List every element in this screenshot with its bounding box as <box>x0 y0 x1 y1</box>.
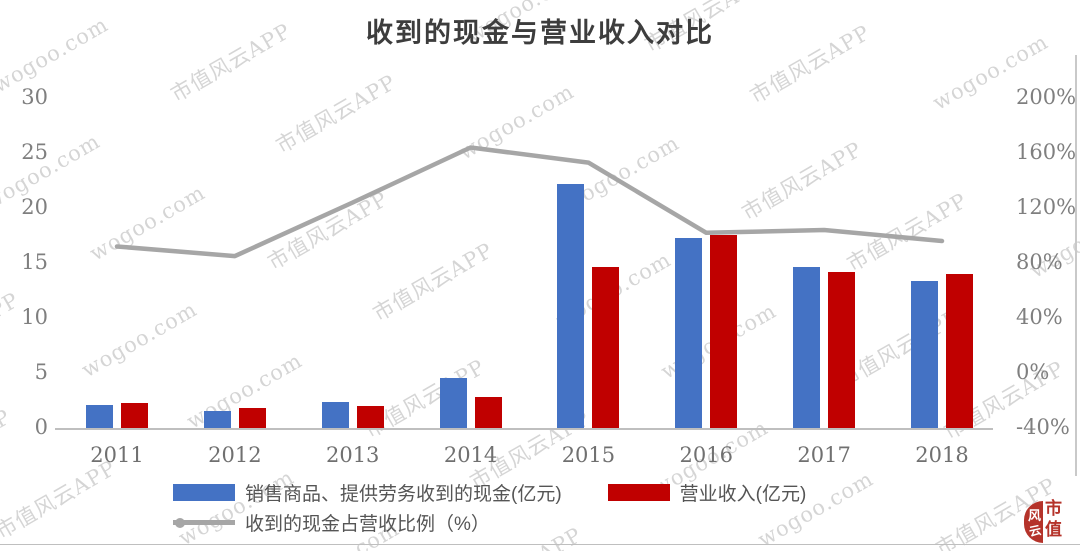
bar-cash-2013 <box>321 402 349 428</box>
legend-swatch-ratio <box>173 514 235 531</box>
bar-cash-2014 <box>439 378 467 428</box>
right-axis-tick: 0% <box>1016 360 1050 384</box>
chart-title: 收到的现金与营业收入对比 <box>366 18 714 49</box>
bar-revenue-2012 <box>238 408 266 428</box>
logo-side-char-top: 市 <box>1045 499 1062 518</box>
logo-seal-icon: 风 云 <box>1024 501 1043 543</box>
bar-cash-2016 <box>675 238 703 428</box>
right-axis-tick: 120% <box>1016 195 1077 219</box>
left-axis-tick: 20 <box>21 195 48 219</box>
bar-revenue-2017 <box>828 272 856 428</box>
x-axis-label: 2013 <box>325 443 380 467</box>
legend-row-1: 销售商品、提供劳务收到的现金(亿元) 营业收入(亿元) <box>173 479 806 505</box>
bar-cash-2017 <box>793 267 821 428</box>
shizhifengyun-logo: 风 云 市 值 <box>1024 498 1076 546</box>
legend-swatch-revenue <box>607 483 670 501</box>
left-axis-tick: 30 <box>21 85 48 109</box>
x-axis-label: 2015 <box>561 443 616 467</box>
legend-label-ratio: 收到的现金占营收比例（%） <box>245 513 490 535</box>
logo-side-text: 市 值 <box>1045 498 1062 541</box>
x-axis-label: 2014 <box>443 443 498 467</box>
right-axis-tick: 40% <box>1016 305 1063 329</box>
right-axis-tick: -40% <box>1016 415 1070 439</box>
x-axis-label: 2018 <box>915 443 969 467</box>
legend-row-2: 收到的现金占营收比例（%） <box>173 509 806 535</box>
left-axis-tick: 5 <box>34 360 48 384</box>
bar-cash-2011 <box>86 405 113 428</box>
x-axis-label: 2016 <box>679 443 733 467</box>
bar-revenue-2014 <box>474 397 502 428</box>
bar-cash-2015 <box>557 184 585 428</box>
x-axis-label: 2011 <box>90 443 144 467</box>
legend: 销售商品、提供劳务收到的现金(亿元) 营业收入(亿元) 收到的现金占营收比例（%… <box>173 479 806 535</box>
x-axis-label: 2017 <box>797 443 851 467</box>
right-axis-tick: 80% <box>1016 250 1063 274</box>
bottom-divider <box>0 544 1080 545</box>
logo-seal-char-top: 风 <box>1028 508 1042 523</box>
bar-revenue-2018 <box>946 274 973 428</box>
bar-revenue-2013 <box>356 406 384 428</box>
left-axis-tick: 10 <box>21 305 48 329</box>
logo-side-char-bottom: 值 <box>1045 520 1062 540</box>
left-axis-tick: 0 <box>34 415 48 439</box>
right-axis-line <box>1075 55 1077 476</box>
bar-cash-2018 <box>911 281 938 428</box>
legend-swatch-cash <box>173 483 235 501</box>
right-axis-tick: 200% <box>1016 85 1077 109</box>
legend-label-revenue: 营业收入(亿元) <box>679 483 807 505</box>
legend-line-marker-icon <box>175 517 185 528</box>
legend-label-cash: 销售商品、提供劳务收到的现金(亿元) <box>245 483 562 505</box>
bar-revenue-2015 <box>592 267 620 428</box>
bar-revenue-2016 <box>710 235 738 428</box>
right-axis-tick: 160% <box>1016 140 1077 164</box>
left-axis-tick: 25 <box>21 140 48 164</box>
bar-revenue-2011 <box>121 403 148 428</box>
x-axis-label: 2012 <box>208 443 262 467</box>
bar-cash-2012 <box>203 411 231 428</box>
x-axis-line <box>55 428 993 430</box>
left-axis-tick: 15 <box>21 250 48 274</box>
legend-line-icon <box>173 519 235 525</box>
